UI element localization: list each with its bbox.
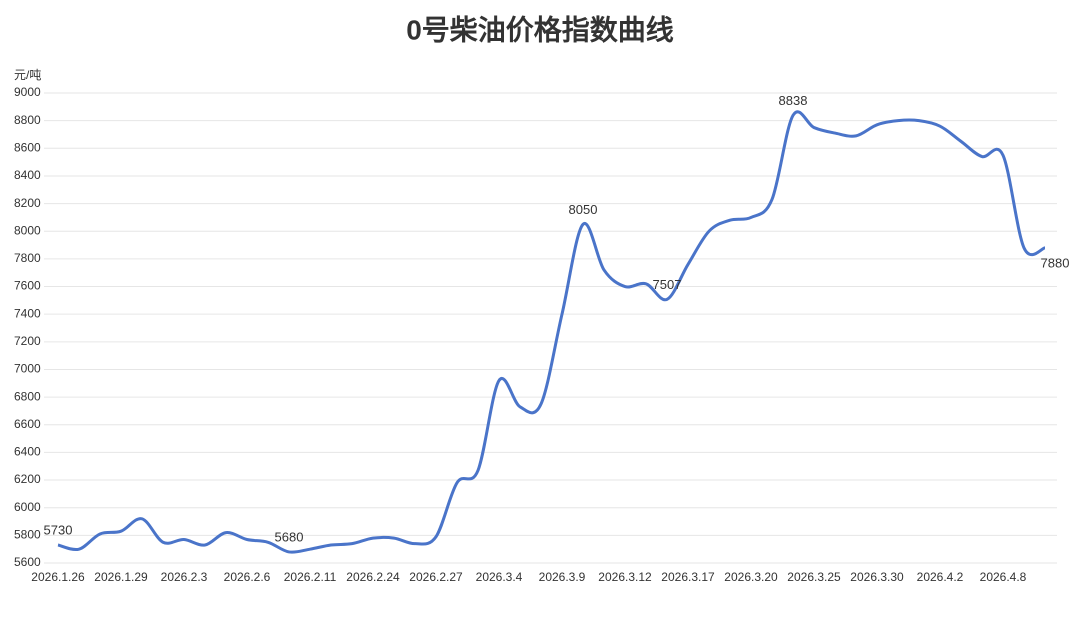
y-tick-label: 6000 (14, 500, 41, 514)
x-tick-label: 2026.4.2 (917, 570, 964, 584)
y-tick-label: 6200 (14, 472, 41, 486)
y-tick-label: 6400 (14, 445, 41, 459)
x-tick-label: 2026.3.20 (724, 570, 778, 584)
data-label: 8838 (779, 93, 808, 108)
data-label: 7880 (1041, 255, 1070, 270)
y-tick-label: 5600 (14, 555, 41, 569)
y-tick-label: 8400 (14, 168, 41, 182)
x-tick-label: 2026.4.8 (980, 570, 1027, 584)
x-tick-label: 2026.3.12 (598, 570, 652, 584)
x-tick-label: 2026.2.27 (409, 570, 463, 584)
x-tick-label: 2026.3.9 (539, 570, 586, 584)
y-axis-label: 元/吨 (14, 68, 41, 82)
x-tick-label: 2026.2.6 (224, 570, 271, 584)
y-tick-label: 8200 (14, 196, 41, 210)
data-label: 5730 (44, 522, 73, 537)
y-tick-label: 8600 (14, 140, 41, 154)
y-tick-label: 7600 (14, 279, 41, 293)
x-tick-label: 2026.2.3 (161, 570, 208, 584)
y-tick-label: 6800 (14, 389, 41, 403)
line (57, 110, 1046, 554)
x-tick-label: 2026.2.11 (284, 570, 337, 584)
y-tick-label: 8800 (14, 113, 41, 127)
y-tick-label: 9000 (14, 85, 41, 99)
data-label: 7507 (653, 277, 682, 292)
x-tick-label: 2026.2.24 (346, 570, 400, 584)
x-tick-label: 2026.3.4 (476, 570, 523, 584)
data-label: 8050 (569, 202, 598, 217)
chart-title: 0号柴油价格指数曲线 (406, 14, 674, 45)
x-tick-label: 2026.1.26 (31, 570, 85, 584)
x-tick-label: 2026.3.25 (787, 570, 841, 584)
y-tick-label: 5800 (14, 528, 41, 542)
x-tick-label: 2026.1.29 (94, 570, 148, 584)
y-tick-label: 6600 (14, 417, 41, 431)
y-tick-label: 7000 (14, 362, 41, 376)
y-tick-label: 8000 (14, 223, 41, 237)
y-tick-label: 7400 (14, 306, 41, 320)
data-label: 5680 (275, 529, 304, 544)
x-tick-label: 2026.3.17 (661, 570, 715, 584)
y-tick-label: 7800 (14, 251, 41, 265)
y-tick-label: 7200 (14, 334, 41, 348)
x-tick-label: 2026.3.30 (850, 570, 904, 584)
